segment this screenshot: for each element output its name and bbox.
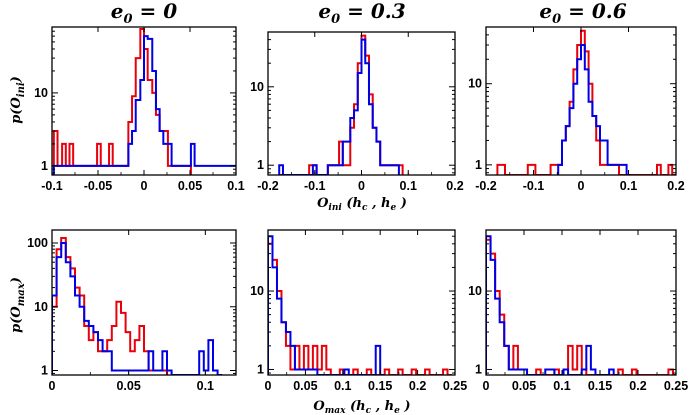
top-row-y-axis-label: p(Oini) <box>9 76 27 124</box>
bottom-row-y-axis-label: p(Omax) <box>9 277 27 333</box>
panel-r2-c1-frame <box>51 229 237 376</box>
panel-r1-c1-series-blue <box>52 35 236 175</box>
panel-r1-c1-x-tick-label: 0.05 <box>178 179 202 193</box>
panel-r1-c1-y-tick-label: 10 <box>34 86 48 100</box>
panel-r2-c2-series-blue <box>268 235 385 375</box>
panel-r2-c2-x-tick-label: 0.25 <box>443 379 467 393</box>
panel-r2-c2-x-tick-label: 0.1 <box>334 379 351 393</box>
panel-r1-c3-y-tick-label: 1 <box>475 158 482 172</box>
panel-r2-c1-x-tick-label: 0.05 <box>116 379 140 393</box>
panel-r1-c1-x-tick-label: 0.1 <box>227 179 244 193</box>
panel-r2-c2: 0 0.05 0.1 0.15 0.2 0.25 1 10 <box>250 229 467 393</box>
panel-r1-c3-x-tick-label: 0.2 <box>667 179 684 193</box>
panel-r2-c3-y-tick-label: 1 <box>475 362 482 376</box>
column-title-3: e0 = 0.6 <box>539 0 626 27</box>
panel-r2-c2-x-tick-label: 0.15 <box>368 379 392 393</box>
panel-r1-c2-series-red <box>279 34 404 175</box>
panel-r1-c2-x-tick-label: 0.2 <box>446 179 463 193</box>
panel-r1-c3-series-red <box>496 29 676 175</box>
panel-r2-c3-x-tick-label: 0.1 <box>553 379 570 393</box>
panel-r2-c3-y-tick-label: 10 <box>468 284 482 298</box>
panel-r1-c1-x-ticks: -0.1 -0.05 0 0.05 0.1 <box>41 27 245 193</box>
panel-r2-c3-series-red <box>486 238 676 375</box>
panel-r1-c2-x-tick-label: 0 <box>358 179 365 193</box>
panel-r2-c1-series-blue <box>52 242 223 375</box>
panel-r2-c1-x-ticks: 0 0.05 0.1 <box>49 230 214 393</box>
panel-r2-c2-x-ticks: 0 0.05 0.1 0.15 0.2 0.25 <box>265 230 467 393</box>
panel-r2-c2-x-tick-label: 0.2 <box>409 379 426 393</box>
panel-r2-c3-x-tick-label: 0.2 <box>629 379 646 393</box>
panel-r1-c2-x-tick-label: -0.1 <box>304 179 326 193</box>
panel-r1-c3: -0.2 -0.1 0 0.1 0.2 1 10 <box>468 26 685 193</box>
panel-r1-c2-y-tick-label: 10 <box>250 80 264 94</box>
panel-r2-c3-x-ticks: 0 0.05 0.1 0.15 0.2 0.25 <box>483 230 688 393</box>
panel-r1-c3-x-ticks: -0.2 -0.1 0 0.1 0.2 <box>475 27 685 193</box>
panel-r1-c2-x-tick-label: 0.1 <box>400 179 417 193</box>
panel-r2-c2-y-ticks: 1 10 <box>250 229 455 376</box>
panel-r2-c1-x-tick-label: 0.1 <box>197 379 214 393</box>
top-row-x-axis-label: Oini (hc , he ) <box>317 196 407 213</box>
panel-r1-c1-x-tick-label: 0 <box>141 179 148 193</box>
panel-r1-c3-x-tick-label: -0.1 <box>523 179 545 193</box>
panel-r1-c1-series-red <box>52 28 192 175</box>
panel-r2-c3-series-blue <box>486 235 619 375</box>
panel-r1-c2-y-ticks: 1 10 <box>250 31 455 174</box>
panel-r1-c3-x-tick-label: -0.2 <box>475 179 497 193</box>
panel-r2-c1: 0 0.05 0.1 1 10 100 <box>27 229 237 393</box>
panel-r2-c2-x-tick-label: 0 <box>265 379 272 393</box>
panel-r2-c3-y-ticks: 1 10 <box>468 229 676 376</box>
panel-r2-c2-y-tick-label: 1 <box>257 362 264 376</box>
panel-r1-c1-y-tick-label: 1 <box>41 159 48 173</box>
panel-r2-c1-y-tick-label: 100 <box>27 236 48 250</box>
panel-r1-c2-x-tick-label: -0.2 <box>257 179 279 193</box>
panel-r1-c1: -0.1 -0.05 0 0.05 0.1 1 10 <box>34 26 245 193</box>
panel-r2-c1-series-red <box>52 236 168 375</box>
panel-r1-c3-series-blue <box>557 44 631 175</box>
panel-r1-c1-x-tick-label: -0.05 <box>84 179 113 193</box>
panel-r2-c3-x-tick-label: 0.25 <box>664 379 688 393</box>
column-title-1: e0 = 0 <box>111 0 177 27</box>
panel-r2-c1-y-ticks: 1 10 100 <box>27 236 236 378</box>
panel-r2-c2-y-tick-label: 10 <box>250 284 264 298</box>
panel-r2-c3: 0 0.05 0.1 0.15 0.2 0.25 1 10 <box>468 229 688 393</box>
panel-r1-c3-y-ticks: 1 10 <box>468 26 676 174</box>
panel-r2-c1-y-tick-label: 1 <box>41 364 48 378</box>
panel-r1-c3-x-tick-label: 0.1 <box>620 179 637 193</box>
panel-r2-c3-x-tick-label: 0 <box>483 379 490 393</box>
panel-r1-c1-y-ticks: 1 10 <box>34 26 236 174</box>
panel-r1-c2-series-blue <box>278 38 400 175</box>
panel-r2-c2-series-red <box>268 242 453 375</box>
panel-r1-c1-x-tick-label: -0.1 <box>41 179 63 193</box>
panel-r1-c2: -0.2 -0.1 0 0.1 0.2 1 10 <box>250 31 464 193</box>
panel-r2-c2-frame <box>267 229 456 376</box>
panel-r1-c2-x-ticks: -0.2 -0.1 0 0.1 0.2 <box>257 32 464 193</box>
panel-r2-c3-x-tick-label: 0.05 <box>512 379 536 393</box>
panel-r2-c3-x-tick-label: 0.15 <box>588 379 612 393</box>
panel-r2-c1-x-tick-label: 0 <box>49 379 56 393</box>
panel-r1-c2-y-tick-label: 1 <box>257 158 264 172</box>
panel-r2-c2-x-tick-label: 0.05 <box>293 379 317 393</box>
panel-r2-c1-y-tick-label: 10 <box>34 300 48 314</box>
bottom-row-x-axis-label: Omax (hc , he ) <box>313 399 410 415</box>
panel-r1-c3-y-tick-label: 10 <box>468 77 482 91</box>
panel-r1-c3-x-tick-label: 0 <box>578 179 585 193</box>
column-title-2: e0 = 0.3 <box>318 0 405 27</box>
